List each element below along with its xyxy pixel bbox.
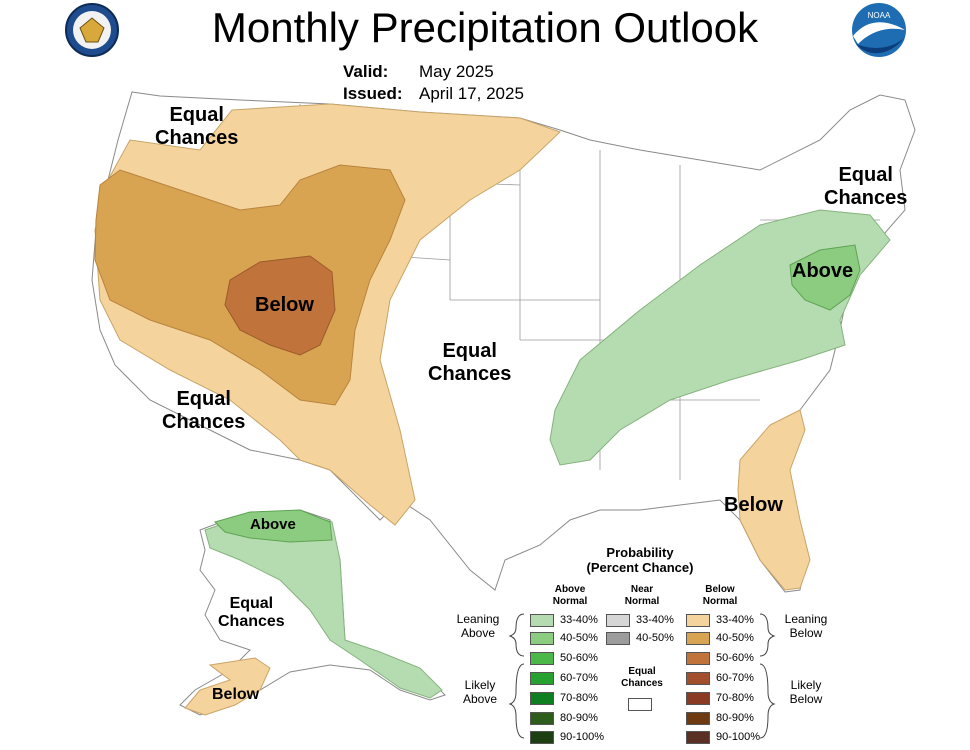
near-swatch-2-label: 40-50% (636, 632, 674, 644)
map-label-above-ak: Above (250, 516, 296, 533)
alaska-below-region (184, 657, 271, 716)
near-swatch-1-label: 33-40% (636, 614, 674, 626)
legend-col-near: Near Normal (624, 584, 660, 607)
legend-leaning-above: Leaning Above (456, 612, 500, 641)
below-swatch-3 (686, 652, 710, 665)
below-swatch-7 (686, 731, 710, 744)
above-swatch-5 (530, 692, 554, 705)
below-swatch-4 (686, 672, 710, 685)
above-swatch-4 (530, 672, 554, 685)
alaska-likely-above-region (214, 509, 333, 543)
above-swatch-3 (530, 652, 554, 665)
map-label-below-core: Below (255, 294, 314, 316)
below-swatch-1-label: 33-40% (716, 614, 754, 626)
legend-braces-right (759, 613, 776, 739)
page-title: Monthly Precipitation Outlook (211, 4, 759, 51)
below-swatch-6-label: 80-90% (716, 712, 754, 724)
legend-equal-chances: Equal Chances (621, 666, 663, 689)
legend-title: Probability (Percent Chance) (586, 545, 694, 575)
below-swatch-2-label: 40-50% (716, 632, 754, 644)
above-swatch-4-label: 60-70% (560, 672, 598, 684)
map-label-below-se: Below (724, 494, 783, 516)
below-swatch-2 (686, 632, 710, 645)
below-swatch-7-label: 90-100% (716, 731, 761, 743)
legend-likely-above: Likely Above (462, 678, 498, 707)
below-swatch-3-label: 50-60% (716, 652, 754, 664)
above-swatch-1-label: 33-40% (560, 614, 598, 626)
near-swatch-1 (606, 614, 630, 627)
equal-swatch (628, 698, 652, 711)
map-label-sw: Equal Chances (162, 388, 246, 433)
above-swatch-2-label: 40-50% (560, 632, 598, 644)
above-swatch-6 (530, 712, 554, 725)
legend-col-below: Below Normal (702, 584, 738, 607)
near-swatch-2 (606, 632, 630, 645)
west-core-below-region (224, 255, 336, 356)
issued-line: Issued: April 17, 2025 (343, 84, 524, 103)
below-swatch-5 (686, 692, 710, 705)
above-swatch-5-label: 70-80% (560, 692, 598, 704)
map-label-ne: Equal Chances (824, 164, 908, 209)
below-swatch-1 (686, 614, 710, 627)
noaa-logo (852, 3, 906, 57)
above-swatch-7 (530, 731, 554, 744)
map-label-above-east: Above (792, 260, 854, 282)
legend-braces-left (508, 613, 525, 739)
legend-likely-below: Likely Below (789, 678, 823, 707)
map-label-central: Equal Chances (428, 340, 512, 385)
above-swatch-7-label: 90-100% (560, 731, 605, 743)
above-swatch-3-label: 50-60% (560, 652, 598, 664)
legend-col-above: Above Normal (552, 584, 588, 607)
map-label-below-ak: Below (212, 686, 260, 703)
noaa-logo-text: NOAA (868, 11, 891, 20)
map-label-ak-equal: Equal Chances (218, 595, 285, 631)
above-swatch-1 (530, 614, 554, 627)
map-label-nw: Equal Chances (155, 104, 239, 149)
commerce-seal (65, 3, 119, 57)
below-swatch-6 (686, 712, 710, 725)
east-likely-above-region (789, 244, 861, 311)
below-swatch-5-label: 70-80% (716, 692, 754, 704)
above-swatch-6-label: 80-90% (560, 712, 598, 724)
southeast-below-region (737, 409, 811, 591)
valid-line: Valid: May 2025 (343, 62, 494, 81)
above-swatch-2 (530, 632, 554, 645)
below-swatch-4-label: 60-70% (716, 672, 754, 684)
legend-leaning-below: Leaning Below (784, 612, 828, 641)
